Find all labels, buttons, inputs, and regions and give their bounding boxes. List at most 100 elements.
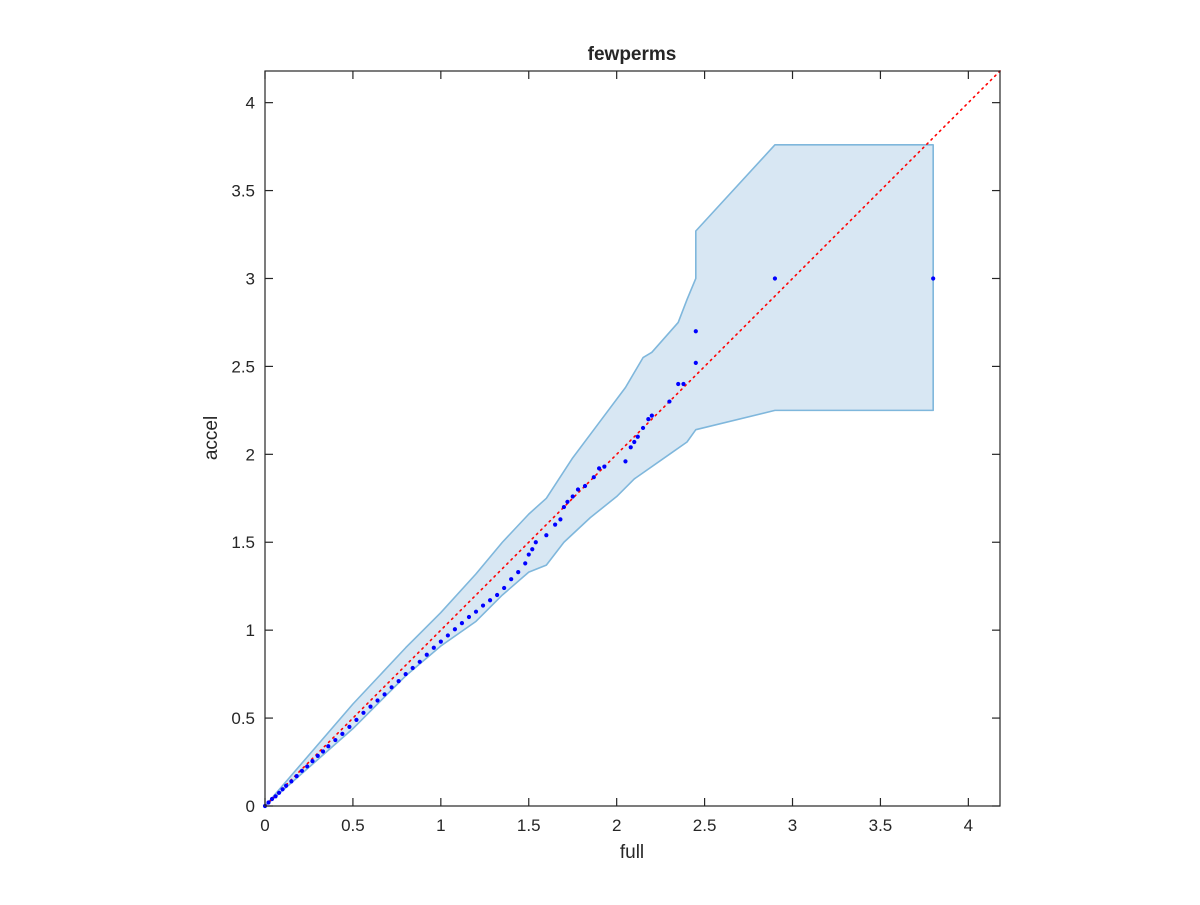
- data-point: [266, 800, 271, 805]
- data-point: [480, 603, 486, 608]
- data-point: [445, 633, 450, 638]
- data-point: [646, 417, 651, 422]
- data-point: [284, 783, 289, 788]
- data-point: [315, 753, 320, 758]
- data-point: [403, 672, 408, 677]
- axes-layer: [264, 70, 1001, 807]
- data-point: [649, 413, 654, 418]
- data-point: [320, 749, 326, 754]
- data-point: [431, 645, 436, 650]
- data-point: [931, 276, 936, 281]
- data-point: [280, 787, 285, 792]
- data-point: [553, 522, 558, 527]
- data-point: [635, 434, 640, 439]
- x-tick-label: 2: [612, 816, 621, 835]
- data-point: [693, 360, 698, 365]
- data-point: [459, 621, 465, 626]
- data-point: [676, 381, 681, 387]
- data-point: [565, 499, 570, 504]
- data-point: [368, 704, 373, 709]
- y-axis-label: accel: [201, 416, 222, 460]
- confidence-band: [264, 144, 934, 807]
- data-point: [570, 494, 575, 499]
- data-point: [299, 768, 305, 773]
- data-point: [582, 483, 588, 489]
- data-point: [693, 329, 698, 334]
- data-point: [452, 627, 458, 632]
- data-point: [640, 425, 646, 431]
- data-point: [628, 445, 633, 450]
- data-point: [375, 698, 380, 703]
- chart-title: fewperms: [588, 44, 677, 65]
- x-tick-label: 1: [436, 816, 445, 835]
- confidence-band-layer: [264, 144, 934, 807]
- y-tick-label: 0: [246, 797, 255, 816]
- data-point: [502, 585, 507, 591]
- y-tick-label: 0.5: [231, 709, 255, 728]
- data-point: [289, 779, 294, 784]
- data-point: [417, 659, 422, 664]
- data-point: [561, 504, 567, 510]
- axes-box: [264, 70, 1001, 807]
- x-tick-label: 0: [260, 816, 269, 835]
- data-points-layer: [262, 276, 936, 809]
- x-tick-label: 0.5: [341, 816, 365, 835]
- data-point: [269, 796, 275, 802]
- data-point: [276, 790, 282, 795]
- data-point: [487, 598, 493, 603]
- data-point: [273, 794, 278, 799]
- data-point: [438, 639, 443, 644]
- ticks-layer: 0 0.5 1 1.5 2 2.5 3 3.5 4 0 0.5 1 1.5 2 2.5 3 3.5 4: [231, 71, 1000, 835]
- data-point: [294, 774, 299, 779]
- x-tick-label: 4: [964, 816, 973, 835]
- data-point: [530, 547, 535, 552]
- x-tick-label: 3: [788, 816, 797, 835]
- data-point: [596, 466, 602, 471]
- y-tick-label: 2.5: [231, 357, 255, 376]
- data-point: [558, 517, 563, 522]
- data-point: [523, 561, 528, 566]
- y-tick-label: 3.5: [231, 182, 255, 201]
- reference-line-layer: [264, 70, 1001, 807]
- reference-line: [264, 70, 1001, 807]
- data-point: [466, 614, 472, 620]
- data-point: [347, 724, 352, 729]
- data-point: [667, 399, 672, 404]
- y-tick-label: 1.5: [231, 533, 255, 552]
- data-point: [473, 609, 479, 614]
- data-point: [305, 764, 310, 769]
- data-point: [326, 744, 331, 749]
- data-point: [516, 570, 521, 575]
- data-point: [333, 737, 338, 743]
- data-point: [495, 592, 500, 598]
- data-point: [623, 459, 628, 464]
- data-point: [533, 540, 538, 545]
- y-tick-label: 2: [246, 445, 255, 464]
- x-tick-label: 3.5: [869, 816, 893, 835]
- x-axis-label: full: [620, 842, 644, 863]
- data-point: [526, 552, 531, 557]
- data-point: [410, 665, 415, 671]
- data-point: [361, 710, 366, 715]
- data-point: [544, 533, 549, 538]
- y-tick-label: 4: [246, 94, 255, 113]
- y-tick-label: 3: [246, 269, 255, 288]
- data-point: [602, 464, 607, 469]
- data-point: [509, 577, 514, 582]
- data-point: [310, 759, 315, 764]
- y-tick-label: 1: [246, 621, 255, 640]
- data-point: [382, 692, 387, 697]
- data-point: [632, 439, 637, 445]
- data-point: [354, 717, 359, 722]
- data-point: [396, 679, 401, 684]
- data-point: [575, 487, 581, 492]
- data-point: [389, 685, 394, 690]
- data-point: [772, 276, 778, 281]
- x-tick-label: 1.5: [517, 816, 541, 835]
- data-point: [424, 652, 429, 657]
- data-point: [681, 381, 686, 387]
- x-tick-label: 2.5: [693, 816, 717, 835]
- data-point: [591, 475, 596, 480]
